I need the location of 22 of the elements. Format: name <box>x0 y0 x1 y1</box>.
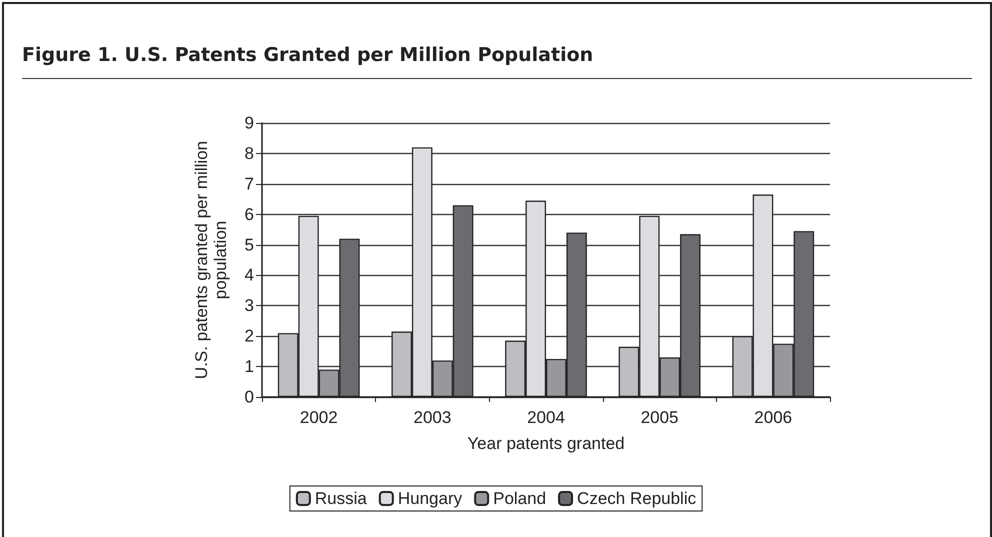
legend-label: Czech Republic <box>577 489 697 508</box>
y-tick-label: 1 <box>244 357 254 376</box>
y-tick-label: 6 <box>244 204 254 224</box>
y-tick-label: 8 <box>244 144 254 163</box>
y-tick-label: 7 <box>244 174 254 194</box>
y-tick-label: 5 <box>244 235 254 254</box>
y-axis-title: U.S. patents granted per million population <box>192 140 230 380</box>
x-axis-title: Year patents granted <box>467 434 625 453</box>
legend-label: Russia <box>314 489 368 508</box>
legend-label: Hungary <box>398 489 463 508</box>
y-tick-label: 3 <box>244 296 254 316</box>
x-tick-label: 2005 <box>640 408 679 427</box>
chart-title: Figure 1. U.S. Patents Granted per Million Population <box>22 44 594 66</box>
y-tick-label: 4 <box>244 266 254 285</box>
y-tick-label: 2 <box>244 326 254 346</box>
x-tick-label: 2002 <box>300 408 338 427</box>
y-tick-label: 0 <box>244 388 254 406</box>
y-tick-label: 9 <box>244 114 254 132</box>
x-tick-label: 2003 <box>413 408 452 427</box>
x-tick-label: 2006 <box>754 408 792 427</box>
legend-label: Poland <box>493 489 546 508</box>
x-tick-label: 2004 <box>527 408 565 427</box>
